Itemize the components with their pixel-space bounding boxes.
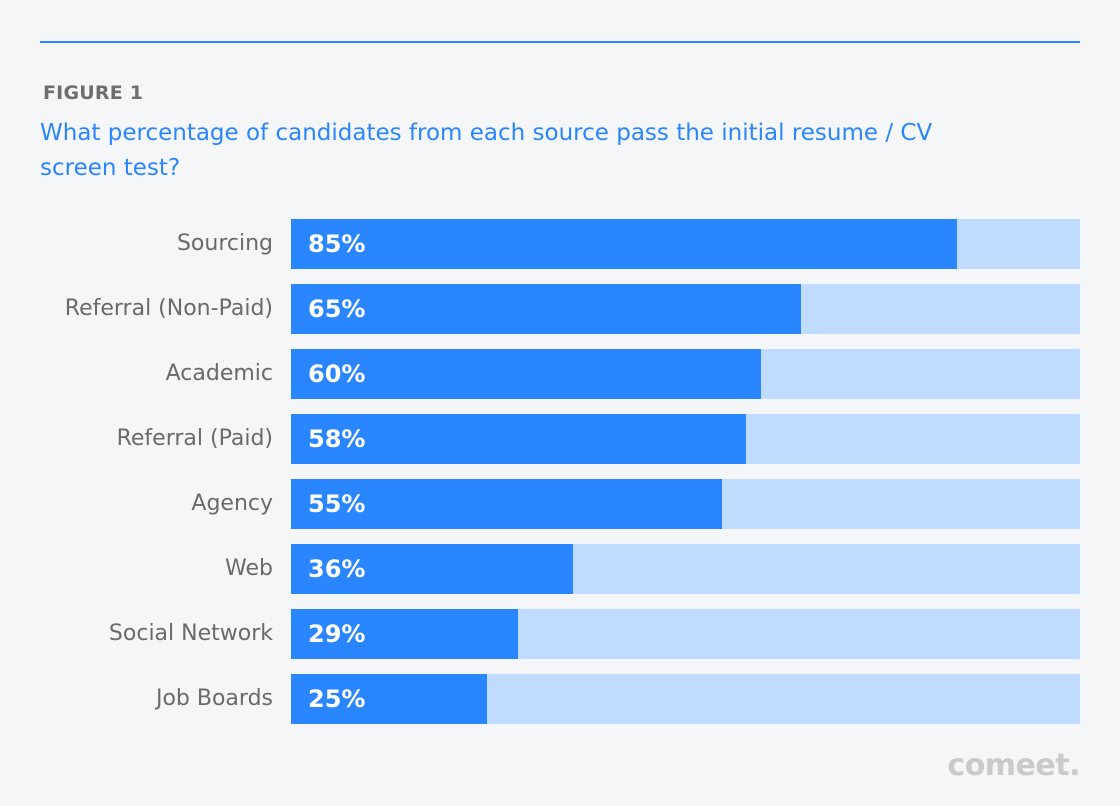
value-label: 65% [308, 295, 366, 323]
value-label: 36% [308, 555, 366, 583]
category-label: Referral (Paid) [116, 426, 273, 451]
bar [291, 674, 487, 724]
value-label: 85% [308, 230, 366, 258]
comeet-logo: comeet. [947, 748, 1080, 783]
bar [291, 544, 574, 594]
value-label: 58% [308, 425, 366, 453]
chart-title: What percentage of candidates from each … [40, 120, 933, 181]
category-label: Job Boards [155, 686, 273, 711]
category-label: Academic [165, 361, 273, 386]
bar [291, 479, 723, 529]
category-label: Agency [191, 491, 273, 516]
category-label: Social Network [108, 621, 273, 646]
figure-label: FIGURE 1 [43, 82, 144, 104]
bar [291, 284, 801, 334]
category-label: Web [225, 556, 273, 581]
bar [291, 349, 762, 399]
top-rule [40, 41, 1080, 43]
value-label: 60% [308, 360, 366, 388]
value-label: 29% [308, 620, 366, 648]
bar [291, 414, 746, 464]
bar [291, 219, 958, 269]
category-label: Sourcing [176, 231, 273, 256]
category-label: Referral (Non-Paid) [64, 296, 273, 321]
value-label: 55% [308, 490, 366, 518]
bar [291, 609, 519, 659]
value-label: 25% [308, 685, 366, 713]
